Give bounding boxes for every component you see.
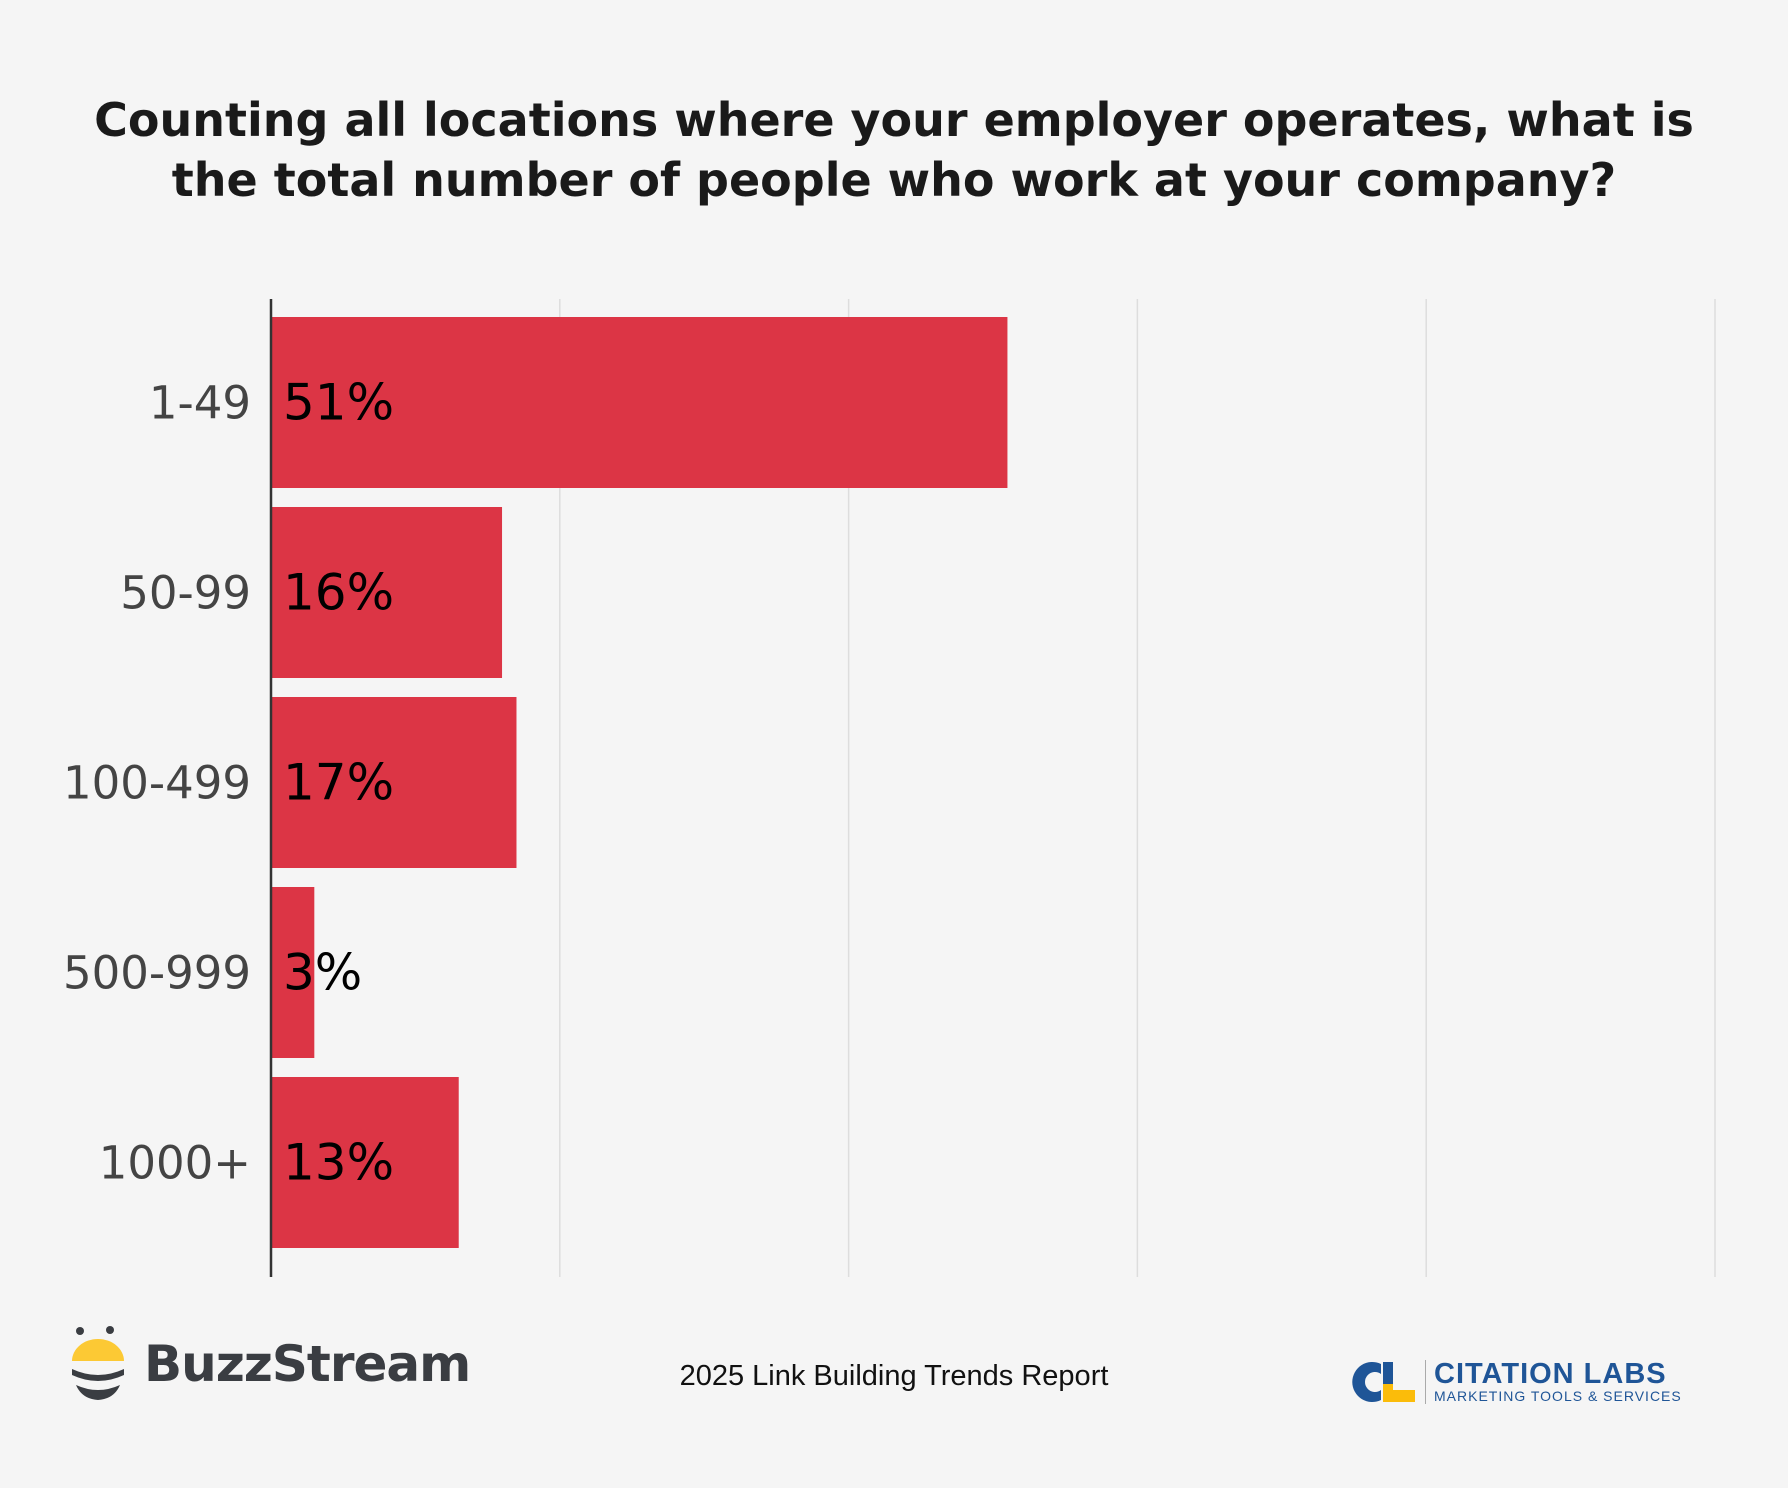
bar-500-999 (271, 887, 315, 1058)
bee-icon (72, 1326, 124, 1400)
citation-labs-logo: CITATION LABS MARKETING TOOLS & SERVICES (1345, 1360, 1682, 1404)
data-label: 16% (283, 564, 394, 622)
category-label: 50-99 (120, 567, 251, 620)
data-label: 13% (283, 1134, 394, 1192)
data-label: 3% (283, 944, 362, 1002)
data-label: 17% (283, 754, 394, 812)
category-label: 1-49 (149, 377, 251, 430)
bar-100-499 (271, 697, 517, 868)
bar-1-49 (271, 317, 1008, 488)
bar-chart: 1-49 51% 50-99 16% 100-499 17% 500-999 3% 1000+ 1… (63, 299, 1716, 1277)
category-label: 100-499 (63, 757, 251, 810)
category-label: 500-999 (63, 947, 251, 1000)
bar-1000+ (271, 1077, 459, 1248)
citation-labs-tagline: MARKETING TOOLS & SERVICES (1434, 1388, 1682, 1404)
data-label: 51% (283, 374, 394, 432)
report-name: 2025 Link Building Trends Report (679, 1360, 1109, 1392)
bar-50-99 (271, 507, 503, 678)
buzzstream-logo: BuzzStream (70, 1325, 471, 1403)
cl-mark-icon (1352, 1362, 1415, 1402)
buzzstream-name: BuzzStream (144, 1335, 471, 1393)
citation-labs-name: CITATION LABS (1434, 1358, 1667, 1390)
category-label: 1000+ (99, 1137, 251, 1190)
chart-title: Counting all locations where your employ… (94, 93, 1694, 207)
